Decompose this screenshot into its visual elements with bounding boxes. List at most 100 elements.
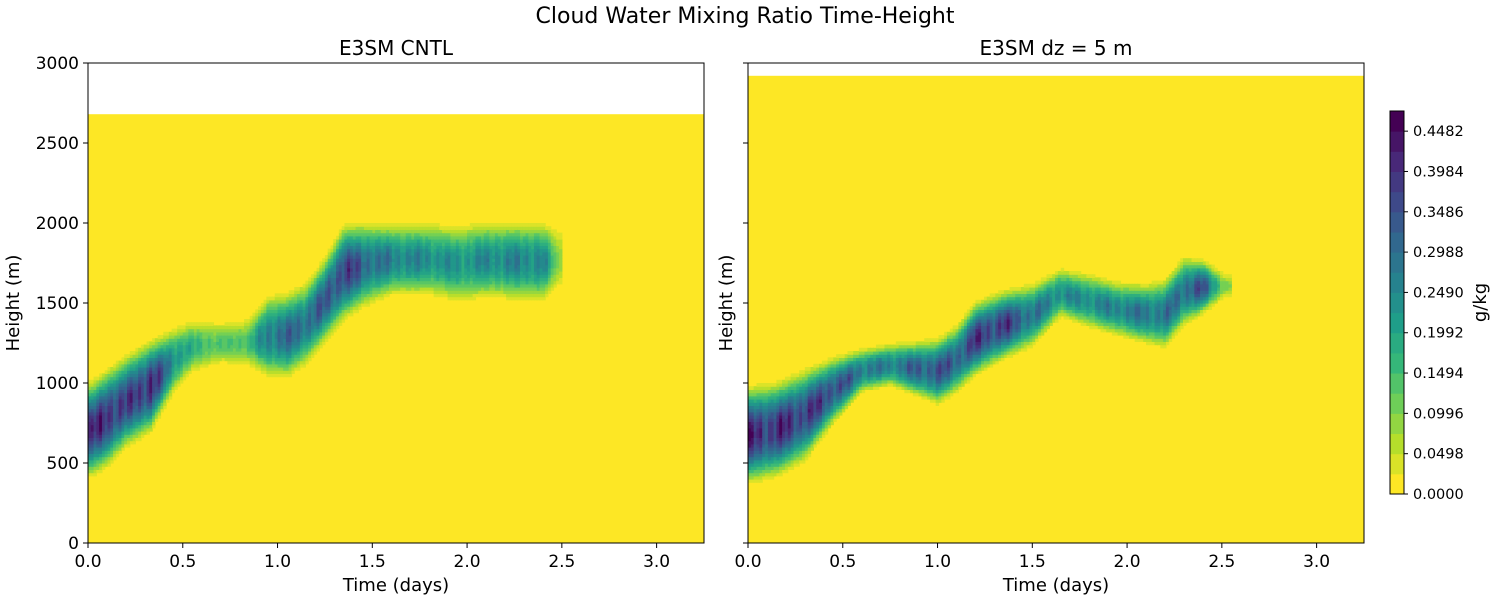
- cloud-cell: [132, 427, 136, 432]
- cloud-cell: [160, 367, 164, 371]
- cloud-cell: [160, 405, 164, 410]
- cloud-cell: [528, 255, 532, 259]
- cloud-cell: [140, 367, 145, 371]
- cloud-cell: [283, 331, 287, 336]
- cloud-cell: [299, 331, 304, 336]
- cloud-cell: [344, 296, 348, 301]
- cloud-cell: [115, 437, 120, 442]
- cloud-cell: [422, 235, 426, 240]
- cloud-cell: [358, 248, 362, 253]
- cloud-cell: [285, 351, 290, 355]
- cloud-cell: [841, 373, 846, 378]
- cloud-cell: [773, 389, 778, 394]
- cloud-cell: [193, 363, 198, 368]
- cloud-cell: [767, 443, 772, 448]
- cloud-cell: [779, 440, 783, 445]
- cloud-cell: [522, 239, 527, 243]
- cloud-cell: [344, 264, 348, 269]
- cloud-cell: [352, 296, 357, 301]
- cloud-cell: [235, 335, 240, 339]
- cloud-cell: [330, 283, 334, 288]
- cloud-cell: [525, 226, 529, 230]
- cloud-cell: [494, 258, 499, 262]
- cloud-cell: [166, 395, 170, 400]
- cloud-cell: [152, 405, 156, 410]
- cloud-cell: [497, 229, 502, 234]
- cloud-cell: [174, 383, 178, 387]
- cloud-cell: [536, 293, 541, 298]
- cloud-cell: [850, 383, 854, 387]
- cloud-cell: [154, 351, 159, 355]
- cloud-cell: [793, 450, 797, 454]
- cloud-cell: [375, 296, 379, 301]
- cloud-cell: [149, 351, 153, 355]
- cloud-cell: [199, 338, 203, 342]
- cloud-cell: [118, 395, 123, 400]
- cloud-cell: [363, 261, 368, 266]
- cloud-cell: [753, 386, 758, 390]
- cloud-cell: [135, 347, 139, 352]
- cloud-cell: [336, 283, 340, 288]
- cloud-cell: [213, 328, 217, 333]
- cloud-cell: [391, 245, 396, 250]
- cloud-cell: [182, 351, 187, 355]
- cloud-cell: [110, 450, 114, 454]
- cloud-cell: [363, 267, 368, 272]
- cloud-cell: [389, 271, 393, 275]
- cloud-cell: [497, 223, 502, 227]
- cloud-cell: [447, 261, 451, 266]
- cloud-cell: [389, 283, 393, 288]
- cloud-cell: [358, 287, 362, 291]
- cloud-cell: [503, 264, 507, 269]
- cloud-cell: [414, 242, 418, 246]
- cloud-cell: [762, 431, 766, 435]
- cloud-cell: [841, 376, 846, 381]
- cloud-cell: [756, 466, 760, 470]
- cloud-cell: [853, 351, 857, 355]
- cloud-cell: [508, 280, 513, 285]
- cloud-cell: [113, 427, 117, 432]
- cloud-cell: [121, 389, 125, 394]
- cloud-cell: [101, 379, 106, 384]
- cloud-cell: [380, 277, 385, 282]
- cloud-cell: [408, 242, 412, 246]
- cloud-cell: [756, 459, 760, 464]
- cloud-cell: [322, 335, 326, 339]
- cloud-cell: [776, 456, 780, 461]
- cloud-cell: [110, 383, 114, 387]
- cloud-cell: [238, 341, 242, 346]
- cloud-cell: [230, 335, 234, 339]
- cloud-cell: [807, 447, 812, 451]
- cloud-cell: [467, 267, 471, 272]
- cloud-cell: [416, 290, 421, 294]
- cloud-cell: [260, 357, 265, 362]
- cloud-cell: [533, 229, 538, 234]
- cloud-cell: [827, 357, 832, 362]
- cloud-cell: [497, 290, 502, 294]
- cloud-cell: [790, 450, 795, 454]
- cloud-cell: [299, 290, 304, 294]
- cloud-cell: [182, 325, 187, 330]
- cloud-cell: [408, 258, 412, 262]
- cloud-cell: [366, 242, 371, 246]
- cloud-cell: [121, 447, 125, 451]
- cloud-cell: [472, 277, 477, 282]
- cloud-cell: [182, 370, 187, 374]
- cloud-cell: [149, 360, 153, 365]
- cloud-cell: [759, 440, 763, 445]
- cloud-cell: [824, 392, 829, 397]
- cloud-cell: [419, 274, 424, 278]
- cloud-cell: [517, 226, 521, 230]
- cloud-cell: [90, 402, 95, 406]
- cloud-cell: [765, 424, 769, 429]
- cloud-cell: [405, 271, 410, 275]
- cloud-cell: [773, 421, 778, 426]
- cloud-cell: [802, 389, 806, 394]
- cloud-cell: [344, 315, 348, 320]
- cloud-cell: [185, 325, 189, 330]
- cloud-cell: [444, 280, 449, 285]
- cloud-cell: [759, 405, 763, 410]
- cloud-cell: [316, 290, 320, 294]
- cloud-cell: [475, 242, 479, 246]
- cloud-cell: [277, 325, 281, 330]
